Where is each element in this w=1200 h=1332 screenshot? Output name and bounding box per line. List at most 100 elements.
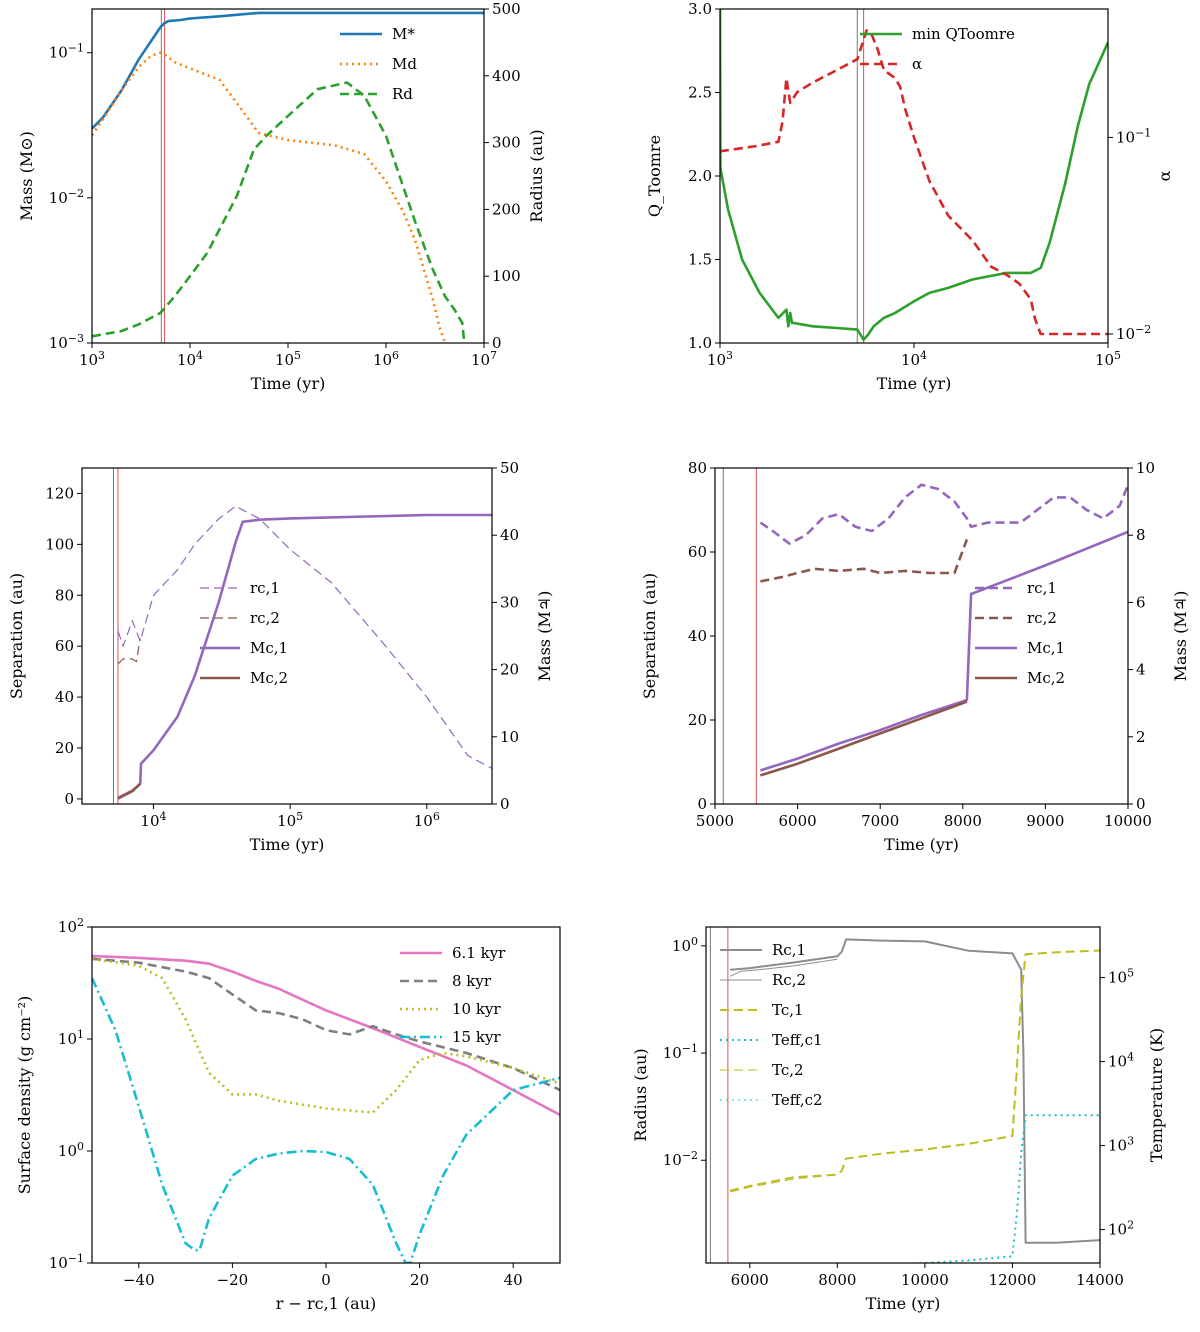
y2-tick-label: 20: [500, 661, 519, 679]
y-tick-label: 2.0: [688, 167, 712, 185]
panel-radius-temperature: 6000 8000 10000 12000 14000 10−2 10−1 100 102 103…: [631, 926, 1166, 1313]
x-axis-label: r − rc,1 (au): [276, 1294, 377, 1313]
x-tick-label: 107: [471, 349, 497, 370]
y-axis-label: Surface density (g cm⁻²): [15, 996, 34, 1195]
x-tick-label: 8000: [818, 1271, 856, 1289]
y-tick-label: 20: [55, 739, 74, 757]
series-alpha: [720, 29, 1108, 336]
y2-tick-label: 200: [492, 200, 521, 218]
y2-tick-label: 10−2: [1116, 323, 1151, 344]
series-m-c-2: [760, 700, 968, 777]
series-r-c-1: [117, 505, 492, 769]
y2-axis-label: α: [1155, 170, 1174, 181]
y-tick-label: 100: [58, 1140, 84, 1161]
legend-label: Mc,2: [1027, 669, 1065, 687]
x-tick-label: 0: [321, 1271, 331, 1289]
x-tick-label: 20: [410, 1271, 429, 1289]
x-tick-label: 103: [707, 349, 733, 370]
y2-tick-label: 50: [500, 459, 519, 477]
series-6-1-kyr: [92, 954, 560, 1117]
x-tick-label: 104: [140, 810, 166, 831]
y2-tick-label: 105: [1108, 966, 1134, 987]
x-tick-label: −20: [217, 1271, 249, 1289]
legend-label: 15 kyr: [452, 1028, 501, 1046]
y2-tick-label: 4: [1136, 661, 1146, 679]
x-tick-label: 8000: [944, 812, 982, 830]
x-tick-label: 105: [275, 349, 301, 370]
panel-toomre-alpha: 103 104 105 1.0 1.5 2.0 2.5 3.0 10−2 10−1 Time (yr…: [645, 0, 1174, 393]
series-t-c-2: [729, 1174, 838, 1193]
y-tick-label: 60: [688, 543, 707, 561]
y-tick-label: 10−3: [49, 332, 84, 353]
legend-label: Rc,2: [772, 971, 806, 989]
series-r-d: [92, 81, 466, 343]
legend-label: Rd: [392, 85, 413, 103]
y-tick-label: 40: [688, 627, 707, 645]
y-axis-label: Q_Toomre: [645, 135, 664, 217]
series-r-c-1: [759, 483, 1128, 545]
y-tick-label: 60: [55, 637, 74, 655]
x-tick-label: −40: [123, 1271, 155, 1289]
plot-frame: [91, 8, 485, 344]
series-m-c-1: [117, 513, 492, 800]
x-tick-label: 104: [177, 349, 203, 370]
legend-label: α: [912, 55, 922, 73]
series-8-kyr: [92, 957, 560, 1092]
x-tick-label: 7000: [861, 812, 899, 830]
panel-separation-mass: 104 105 106 0 20 40 60 80 100 120 0 10 20 30 40 50 Time …: [7, 459, 554, 854]
series-min-q-toomre: [720, 9, 1108, 342]
y2-tick-label: 2: [1136, 728, 1146, 746]
y2-tick-label: 500: [492, 0, 521, 18]
y2-tick-label: 6: [1136, 593, 1146, 611]
series-m-: [92, 11, 484, 130]
x-axis-label: Time (yr): [251, 374, 326, 393]
legend-label: Mc,1: [1027, 639, 1065, 657]
legend-label: Tc,2: [772, 1061, 804, 1079]
legend-label: Teff,c1: [772, 1031, 823, 1049]
legend-label: 8 kyr: [452, 972, 492, 990]
y2-tick-label: 103: [1108, 1134, 1134, 1155]
series-m-c-1: [760, 530, 1128, 772]
y2-tick-label: 10−1: [1116, 126, 1151, 147]
y-axis-label: Separation (au): [7, 573, 26, 699]
panel-separation-mass-zoom: 5000 6000 7000 8000 9000 10000020406080024681…: [640, 459, 1190, 854]
x-tick-label: 12000: [989, 1271, 1037, 1289]
y2-tick-label: 10: [500, 728, 519, 746]
x-tick-label: 6000: [731, 1271, 769, 1289]
y-tick-label: 40: [55, 688, 74, 706]
y-tick-label: 10−1: [49, 41, 84, 62]
series-10-kyr: [92, 957, 560, 1114]
y-tick-label: 120: [45, 484, 74, 502]
y2-tick-label: 0: [1136, 795, 1146, 813]
series-r-c-2: [760, 538, 969, 583]
y2-tick-label: 102: [1108, 1218, 1134, 1239]
y2-tick-label: 8: [1136, 526, 1146, 544]
y2-axis-label: Mass (M♃): [1171, 591, 1190, 682]
y2-tick-label: 300: [492, 134, 521, 152]
series-t-c-1: [729, 949, 1100, 1192]
plot-frame: [81, 467, 493, 805]
x-tick-label: 10000: [1104, 812, 1152, 830]
x-tick-label: 9000: [1026, 812, 1064, 830]
x-tick-label: 6000: [779, 812, 817, 830]
y-tick-label: 100: [45, 535, 74, 553]
legend-label: 6.1 kyr: [452, 944, 506, 962]
legend-label: Mc,2: [250, 669, 288, 687]
plot-frame: [714, 467, 1129, 805]
legend-label: Tc,1: [772, 1001, 804, 1019]
series-m-d: [92, 51, 447, 343]
x-tick-label: 105: [1095, 349, 1121, 370]
legend-label: Teff,c2: [772, 1091, 823, 1109]
x-tick-label: 106: [373, 349, 399, 370]
legend-label: Mc,1: [250, 639, 288, 657]
legend-label: Md: [392, 55, 417, 73]
y-tick-label: 3.0: [688, 0, 712, 18]
series-r-c-2: [117, 638, 141, 665]
legend-label: rc,2: [250, 609, 280, 627]
y-tick-label: 10−2: [49, 186, 84, 207]
legend-label: 10 kyr: [452, 1000, 501, 1018]
panel-surface-density: −40 −20 0 20 40 10−1 100 101 102 r − rc,1 (au) Sur…: [15, 916, 561, 1313]
y2-tick-label: 100: [492, 267, 521, 285]
y-tick-label: 1.0: [688, 334, 712, 352]
series-m-c-2: [117, 782, 142, 800]
